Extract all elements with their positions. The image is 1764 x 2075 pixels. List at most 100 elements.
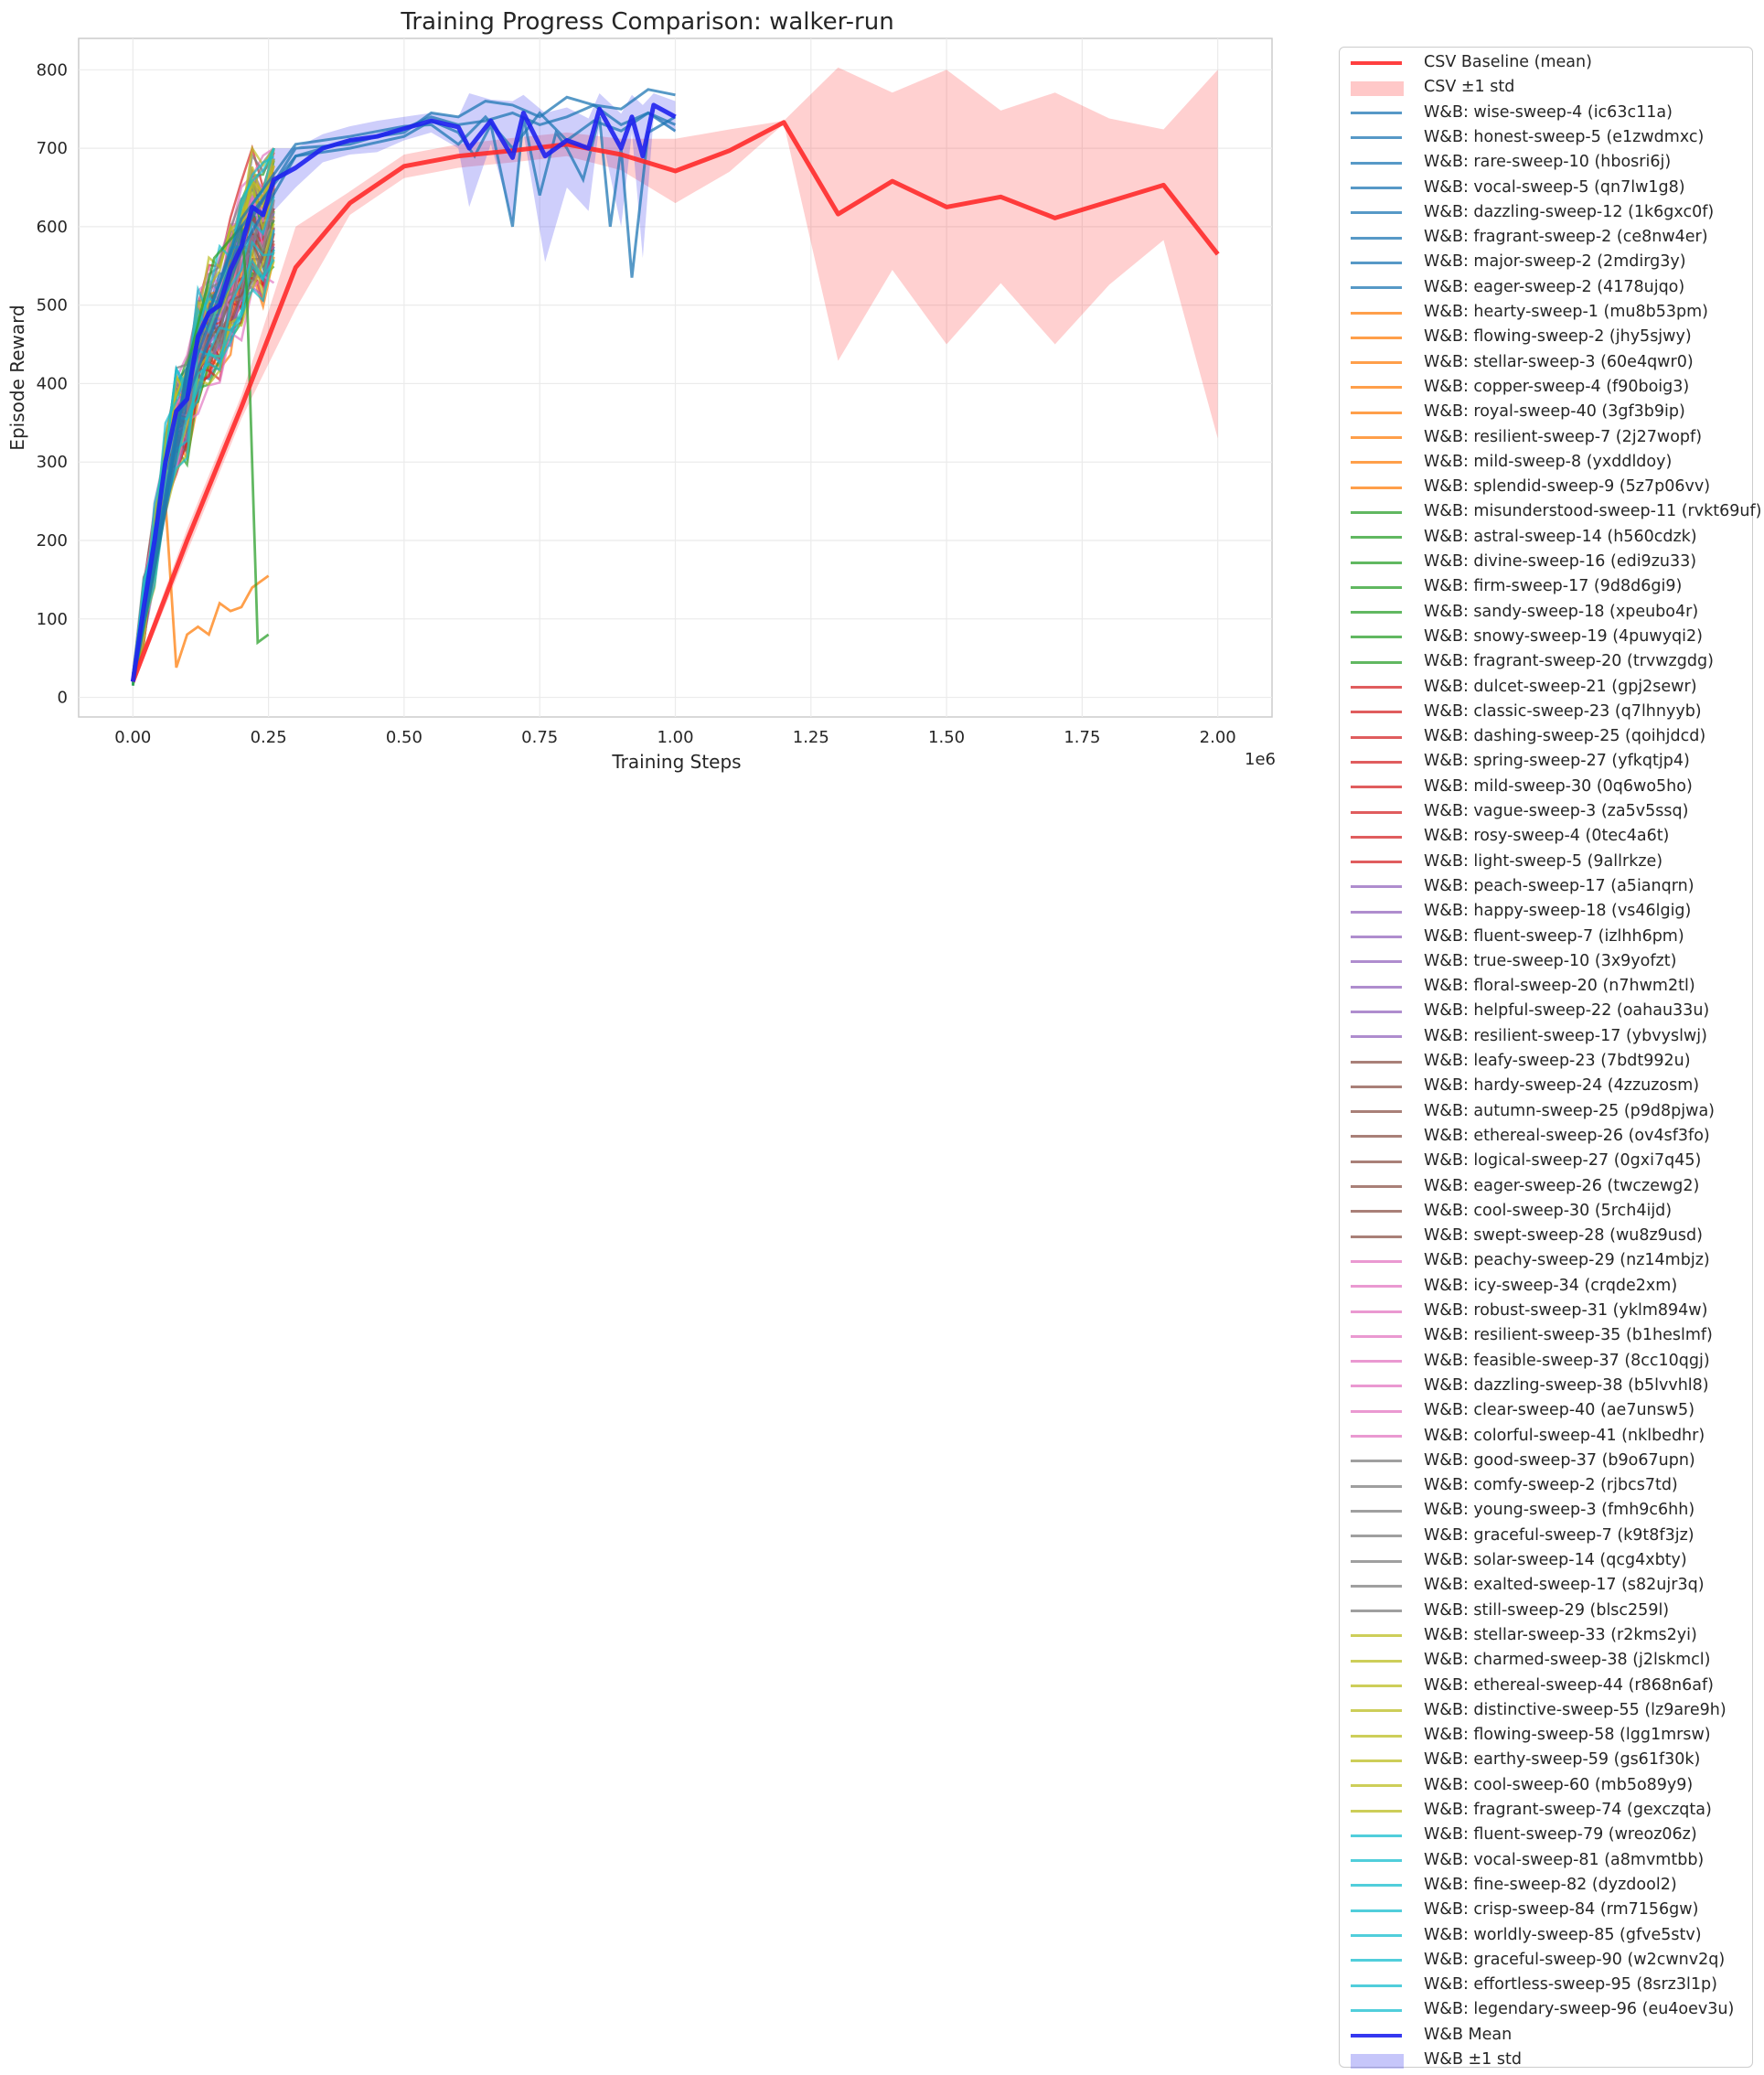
legend-label: W&B: vague-sweep-3 (za5v5ssq)	[1424, 802, 1689, 820]
legend-label: W&B: ethereal-sweep-44 (r868n6af)	[1424, 1675, 1714, 1695]
legend-label: W&B: worldly-sweep-85 (gfve5stv)	[1424, 1925, 1702, 1944]
x-tick-label: 0.50	[386, 728, 422, 747]
legend-item: CSV ±1 std	[1340, 76, 1752, 101]
legend-line-swatch	[1351, 1610, 1402, 1613]
y-tick-label: 0	[58, 689, 68, 708]
legend-label: W&B: fragrant-sweep-74 (gexczqta)	[1424, 1801, 1712, 1819]
legend-label: W&B: copper-sweep-4 (f90boig3)	[1424, 377, 1690, 396]
legend-label: W&B: still-sweep-29 (blsc259l)	[1424, 1600, 1670, 1620]
legend-item: W&B: sandy-sweep-18 (xpeubo4r)	[1340, 601, 1752, 626]
legend-label: CSV ±1 std	[1424, 78, 1515, 97]
legend-line-swatch	[1351, 211, 1402, 215]
legend-label: W&B: helpful-sweep-22 (oahau33u)	[1424, 1001, 1710, 1021]
legend-label: W&B: sandy-sweep-18 (xpeubo4r)	[1424, 602, 1699, 621]
y-tick-label: 700	[37, 139, 68, 158]
legend-item: W&B: solar-sweep-14 (qcg4xbty)	[1340, 1549, 1752, 1574]
legend-item: W&B: cool-sweep-60 (mb5o89y9)	[1340, 1774, 1752, 1799]
legend-label: W&B: rare-sweep-10 (hbosri6j)	[1424, 153, 1672, 172]
legend-item: W&B: eager-sweep-2 (4178ujqo)	[1340, 276, 1752, 301]
legend-item: W&B: helpful-sweep-22 (oahau33u)	[1340, 1000, 1752, 1024]
legend-label: W&B: resilient-sweep-17 (ybvyslwj)	[1424, 1026, 1707, 1045]
legend-item: W&B: vocal-sweep-5 (qn7lw1g8)	[1340, 176, 1752, 201]
legend-label: W&B: classic-sweep-23 (q7lhnyyb)	[1424, 701, 1702, 721]
legend-item: W&B: resilient-sweep-35 (b1heslmf)	[1340, 1324, 1752, 1349]
legend-line-swatch	[1351, 1634, 1402, 1638]
x-tick-label: 1.25	[793, 728, 829, 747]
legend-line-swatch	[1351, 561, 1402, 564]
legend-item: W&B: earthy-sweep-59 (gs61f30k)	[1340, 1749, 1752, 1773]
legend-item: W&B Mean	[1340, 2024, 1752, 2048]
x-axis-ticks: 0.00 0.25 0.50 0.75 1.00 1.25 1.50 1.75 2.00	[114, 728, 1235, 747]
legend-item: W&B: wise-sweep-4 (ic63c11a)	[1340, 102, 1752, 126]
legend-label: W&B: stellar-sweep-3 (60e4qwr0)	[1424, 352, 1694, 371]
legend-label: W&B: vocal-sweep-81 (a8mvmtbb)	[1424, 1850, 1705, 1869]
legend-label: W&B: distinctive-sweep-55 (lz9are9h)	[1424, 1700, 1727, 1719]
legend-line-swatch	[1351, 261, 1402, 264]
legend-line-swatch	[1351, 910, 1402, 914]
legend-label: W&B: peachy-sweep-29 (nz14mbjz)	[1424, 1251, 1710, 1270]
legend: CSV Baseline (mean) CSV ±1 std W&B: wise-s…	[1339, 47, 1761, 2069]
legend-item: W&B: light-sweep-5 (9allrkze)	[1340, 850, 1752, 875]
legend-line-swatch	[1351, 985, 1402, 989]
legend-item: W&B ±1 std	[1340, 2048, 1752, 2073]
legend-label: W&B: royal-sweep-40 (3gf3b9ip)	[1424, 402, 1685, 422]
legend-item: W&B: peach-sweep-17 (a5ianqrn)	[1340, 875, 1752, 900]
legend-item: W&B: distinctive-sweep-55 (lz9are9h)	[1340, 1699, 1752, 1724]
legend-item: W&B: cool-sweep-30 (5rch4ijd)	[1340, 1200, 1752, 1225]
legend-line-swatch	[1351, 936, 1402, 938]
legend-item: W&B: swept-sweep-28 (wu8z9usd)	[1340, 1225, 1752, 1249]
legend-item: W&B: fragrant-sweep-2 (ce8nw4er)	[1340, 226, 1752, 251]
x-axis-label: Training Steps	[611, 751, 741, 773]
legend-line-swatch	[1351, 386, 1402, 390]
legend-line-swatch	[1351, 1010, 1402, 1013]
legend-label: W&B: firm-sweep-17 (9d8d6gi9)	[1424, 577, 1683, 596]
legend-label: W&B: astral-sweep-14 (h560cdzk)	[1424, 527, 1697, 546]
legend-line-swatch	[1351, 1734, 1402, 1738]
legend-line-swatch	[1351, 760, 1402, 764]
legend-label: W&B: stellar-sweep-33 (r2kms2yi)	[1424, 1625, 1697, 1644]
legend-label: W&B: colorful-sweep-41 (nklbedhr)	[1424, 1426, 1705, 1445]
legend-line-swatch	[1351, 786, 1402, 789]
legend-item: CSV Baseline (mean)	[1340, 51, 1752, 76]
legend-label: W&B: icy-sweep-34 (crqde2xm)	[1424, 1276, 1678, 1295]
legend-label: W&B: logical-sweep-27 (0gxi7q45)	[1424, 1151, 1702, 1171]
legend-line-swatch	[1351, 835, 1402, 839]
csv-std-band	[133, 67, 1218, 686]
legend-label: W&B: dazzling-sweep-12 (1k6gxc0f)	[1424, 202, 1715, 221]
legend-label: W&B: charmed-sweep-38 (j2lskmcl)	[1424, 1651, 1711, 1670]
y-tick-label: 800	[37, 60, 68, 80]
legend-item: W&B: mild-sweep-8 (yxddldoy)	[1340, 451, 1752, 476]
run-line	[164, 501, 270, 668]
legend-line-swatch	[1351, 1584, 1402, 1588]
legend-label: W&B: fragrant-sweep-20 (trvwzgdg)	[1424, 652, 1714, 671]
legend-label: W&B: earthy-sweep-59 (gs61f30k)	[1424, 1750, 1701, 1770]
legend-line-swatch	[1351, 1809, 1402, 1813]
csv-baseline-line	[130, 120, 1220, 683]
legend-label: W&B: dulcet-sweep-21 (gpj2sewr)	[1424, 677, 1697, 696]
legend-item: W&B: fragrant-sweep-74 (gexczqta)	[1340, 1799, 1752, 1824]
x-tick-label: 1.75	[1064, 728, 1100, 747]
legend-line-swatch	[1351, 1959, 1402, 1963]
x-tick-label: 2.00	[1200, 728, 1236, 747]
legend-label: W&B: hardy-sweep-24 (4zzuzosm)	[1424, 1076, 1700, 1096]
legend-line-swatch	[1351, 861, 1402, 864]
legend-item: W&B: still-sweep-29 (blsc259l)	[1340, 1599, 1752, 1624]
legend-item: W&B: comfy-sweep-2 (rjbcs7td)	[1340, 1474, 1752, 1499]
legend-line-swatch	[1351, 1085, 1402, 1088]
run-line	[131, 115, 677, 682]
legend-item: W&B: stellar-sweep-33 (r2kms2yi)	[1340, 1624, 1752, 1649]
legend-line-swatch	[1351, 1285, 1402, 1289]
legend-line-swatch	[1351, 2033, 1402, 2038]
legend-line-swatch	[1351, 112, 1402, 115]
y-tick-label: 100	[37, 610, 68, 629]
x-tick-label: 0.00	[114, 728, 151, 747]
legend-item: W&B: eager-sweep-26 (twczewg2)	[1340, 1175, 1752, 1200]
legend-line-swatch	[1351, 1934, 1402, 1937]
legend-item: W&B: effortless-sweep-95 (8srz3l1p)	[1340, 1973, 1752, 1998]
legend-label: W&B: autumn-sweep-25 (p9d8pjwa)	[1424, 1101, 1715, 1120]
legend-label: W&B: wise-sweep-4 (ic63c11a)	[1424, 102, 1673, 122]
legend-item: W&B: splendid-sweep-9 (5z7p06vv)	[1340, 476, 1752, 500]
legend-item: W&B: major-sweep-2 (2mdirg3y)	[1340, 251, 1752, 275]
grid	[79, 38, 1272, 717]
legend-line-swatch	[1351, 1060, 1402, 1064]
